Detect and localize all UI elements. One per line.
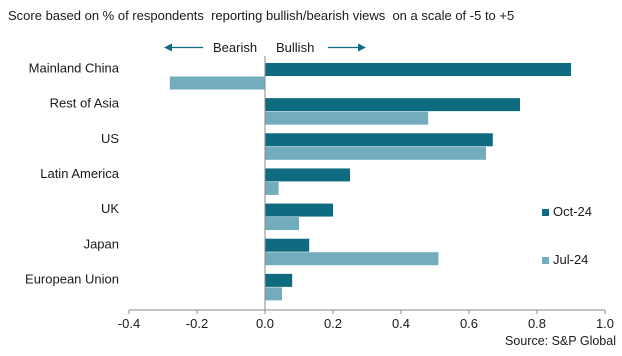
chart-title: Score based on % of respondents reportin… [8,8,514,23]
bearish-label: Bearish [213,40,257,55]
x-tick-label: -0.2 [186,316,208,331]
x-tick-label: 0.6 [460,316,478,331]
category-label-mainland-china: Mainland China [29,61,120,76]
bar-jul-24-us [265,146,486,160]
legend-label-jul-24: Jul-24 [553,252,588,267]
x-axis: -0.4 -0.2 0.0 0.2 0.4 0.6 0.8 1.0 [118,309,614,331]
bar-jul-24-rest-of-asia [265,111,429,125]
legend-swatch-oct-24 [542,209,549,216]
source-note: Source: S&P Global [505,334,616,348]
bar-oct-24-european-union [265,273,293,287]
bars-layer [169,56,571,310]
x-tick-label: 0.2 [324,316,342,331]
x-tick-label: 0.0 [256,316,274,331]
category-label-latin-america: Latin America [40,166,120,181]
bar-oct-24-japan [265,238,310,252]
category-label-rest-of-asia: Rest of Asia [50,96,120,111]
bar-oct-24-rest-of-asia [265,98,520,112]
bar-jul-24-uk [265,217,299,231]
bar-oct-24-uk [265,203,333,217]
bar-oct-24-us [265,133,493,147]
bar-oct-24-latin-america [265,168,350,182]
legend: Oct-24 Jul-24 [542,204,592,267]
category-label-japan: Japan [84,236,119,251]
category-labels: Mainland China Rest of Asia US Latin Americ… [25,61,120,287]
bar-oct-24-mainland-china [265,63,571,76]
legend-swatch-jul-24 [542,257,549,264]
bar-jul-24-european-union [265,287,282,301]
bar-jul-24-mainland-china [169,76,265,90]
category-label-european-union: European Union [25,271,119,286]
bearish-arrowhead-icon [164,43,172,52]
bullish-label: Bullish [276,40,314,55]
category-label-uk: UK [101,201,119,216]
x-tick-label: 0.4 [392,316,410,331]
x-tick-label: 0.8 [528,316,546,331]
legend-label-oct-24: Oct-24 [553,204,592,219]
category-label-us: US [101,131,119,146]
bar-jul-24-japan [265,252,439,266]
x-tick-label: 1.0 [596,316,614,331]
x-tick-label: -0.4 [118,316,140,331]
bullish-arrowhead-icon [358,43,366,52]
bar-jul-24-latin-america [265,181,279,195]
